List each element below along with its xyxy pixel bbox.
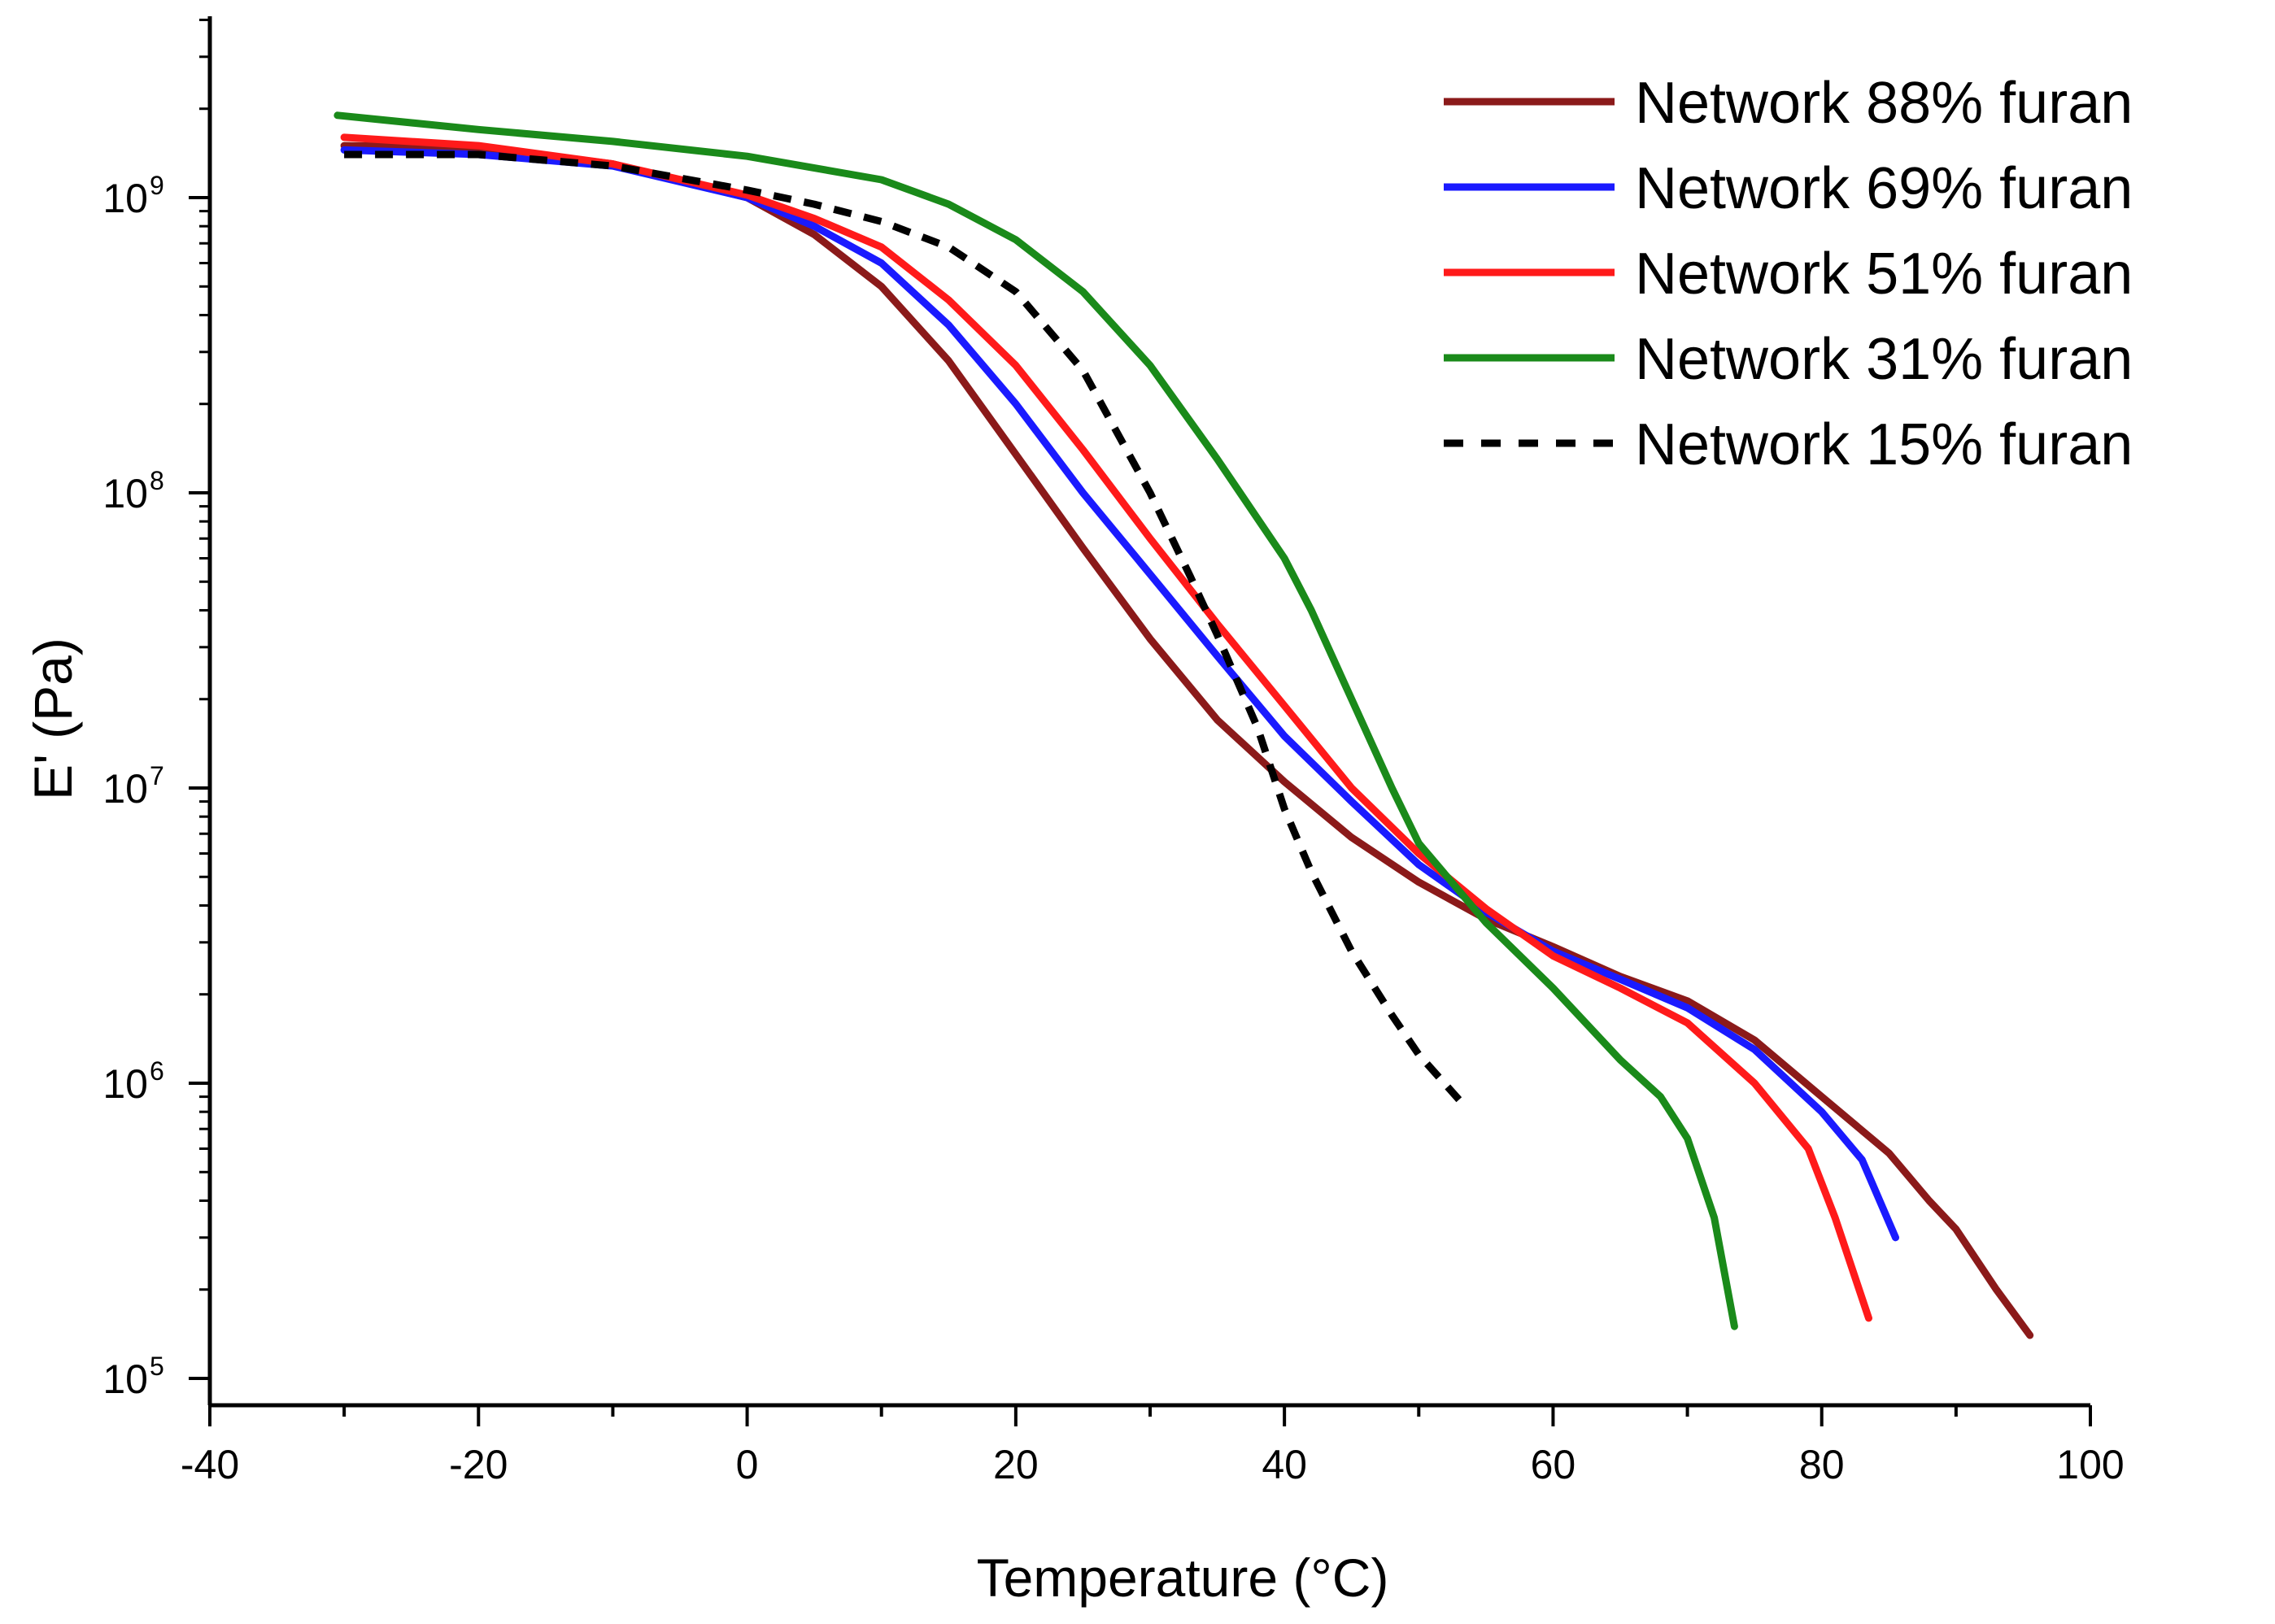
legend-label: Network 15% furan [1635,412,2133,477]
y-tick-exponent: 6 [150,1056,164,1086]
x-ticks: -40 -20 0 20 40 60 80 100 [181,1405,2125,1487]
series-line-5 [344,150,1462,1103]
x-tick-label: -20 [449,1442,508,1487]
series-line-2 [340,146,1899,1242]
x-tick-label: 100 [2056,1442,2124,1487]
y-tick-label: 10 [102,176,148,221]
legend-label: Network 69% furan [1635,156,2133,221]
y-tick-exponent: 7 [150,761,164,790]
y-tick-exponent: 9 [150,171,164,200]
x-tick-label: -40 [181,1442,239,1487]
legend-label: Network 88% furan [1635,71,2133,136]
legend-label: Network 31% furan [1635,327,2133,392]
series-line-1 [340,142,2034,1339]
x-tick-label: 20 [993,1442,1039,1487]
y-tick-exponent: 5 [150,1352,164,1381]
y-tick-label: 10 [102,766,148,812]
x-axis-title: Temperature (°C) [977,1548,1389,1608]
series-line-3 [340,133,1872,1322]
legend: Network 88% furan Network 69% furan Networ… [1444,71,2133,477]
x-tick-label: 0 [736,1442,759,1487]
y-axis-title: E' (Pa) [23,638,83,800]
y-tick-label: 10 [102,1356,148,1402]
x-tick-label: 40 [1262,1442,1307,1487]
series-line-4 [333,111,1738,1330]
series-layer [333,111,2034,1339]
legend-label: Network 51% furan [1635,242,2133,307]
x-tick-label: 60 [1531,1442,1576,1487]
y-tick-exponent: 8 [150,466,164,495]
y-tick-label: 10 [102,471,148,516]
y-tick-label: 10 [102,1061,148,1107]
x-tick-label: 80 [1799,1442,1845,1487]
